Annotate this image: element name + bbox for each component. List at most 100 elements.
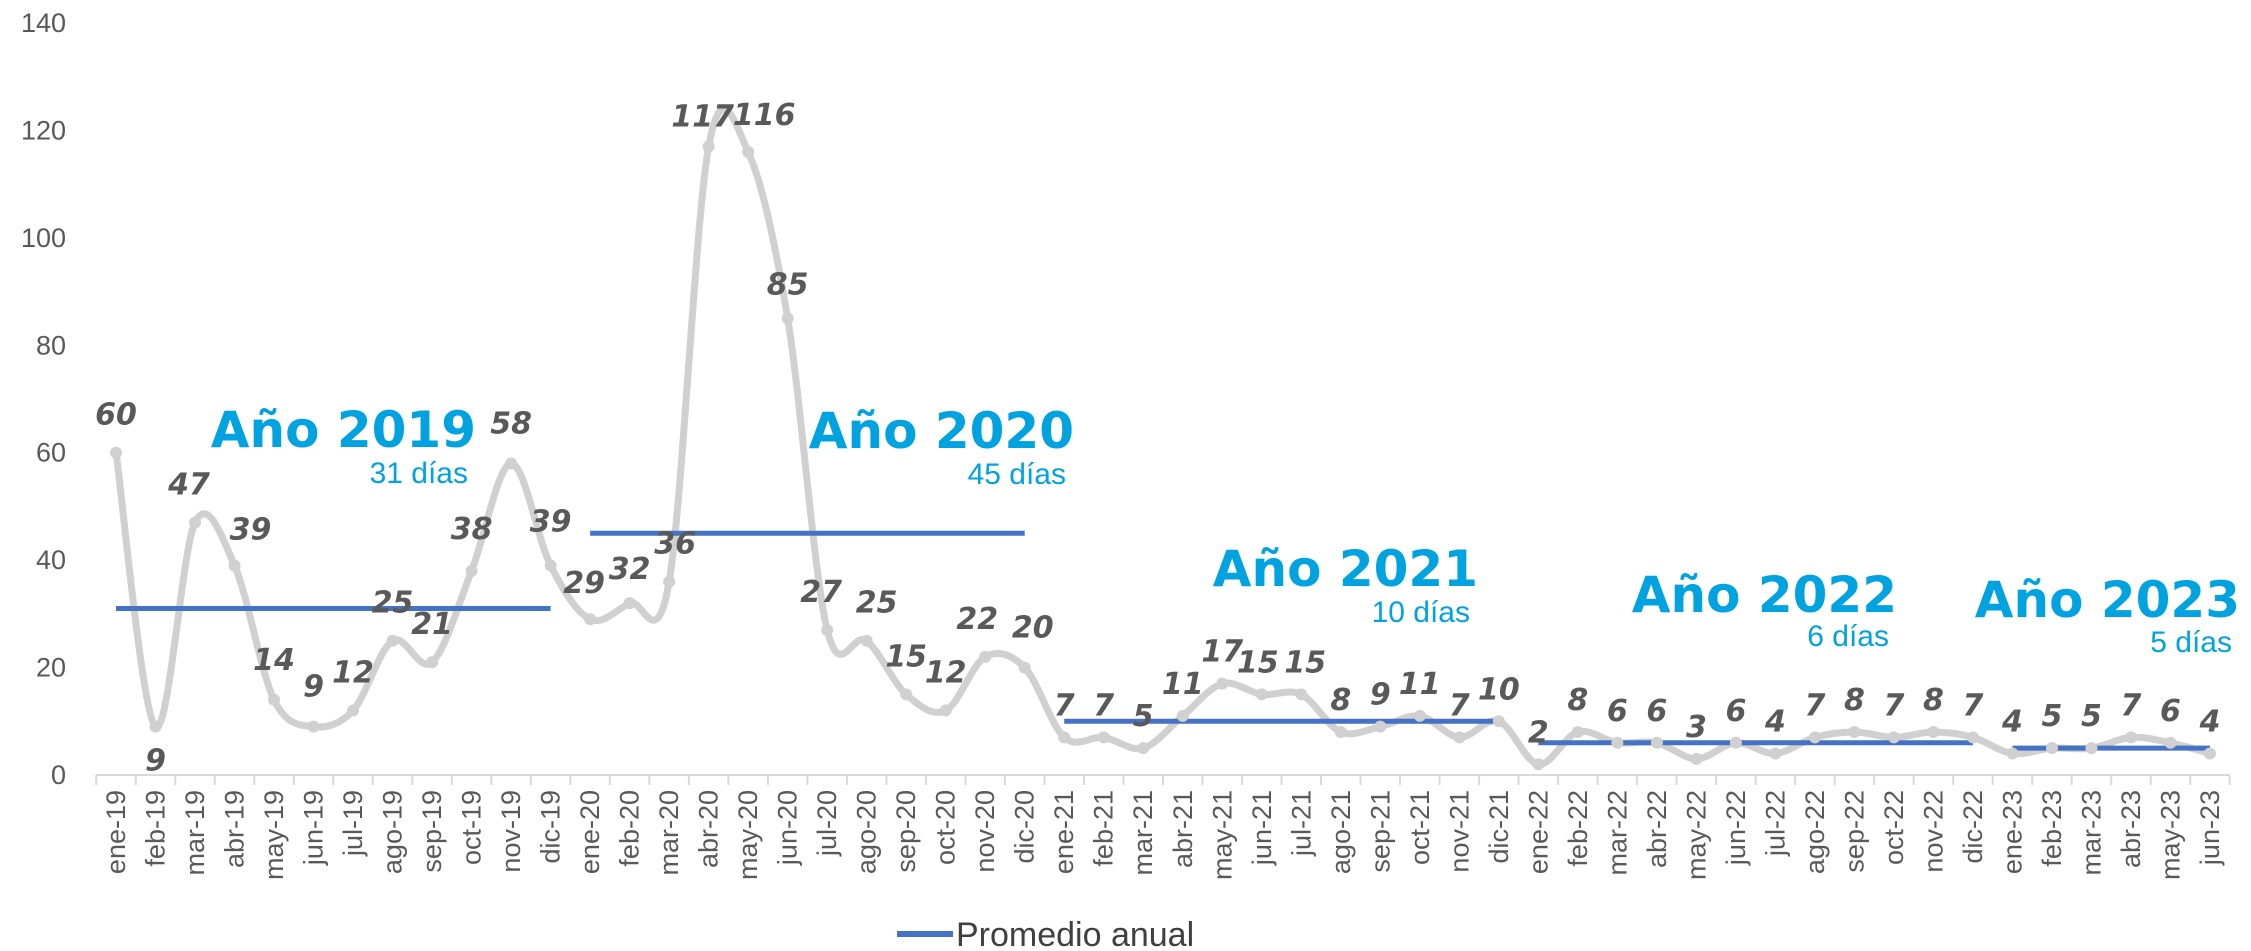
data-label: 12 <box>925 656 967 691</box>
data-point <box>1374 720 1387 733</box>
data-points <box>110 140 2216 771</box>
data-label: 7 <box>1449 688 1470 723</box>
year-annotation-title: Año 2019 <box>211 401 476 459</box>
x-tick-label: ene-23 <box>1997 790 2027 874</box>
x-tick-label: mar-21 <box>1128 790 1158 876</box>
data-label: 22 <box>956 602 998 637</box>
x-tick-label: mar-19 <box>180 790 210 876</box>
data-label: 4 <box>2001 705 2023 740</box>
x-tick-label: dic-22 <box>1958 790 1988 864</box>
data-point <box>2164 736 2177 749</box>
x-tick-label: ago-21 <box>1326 790 1356 874</box>
x-tick-label: jun-23 <box>2195 790 2225 866</box>
data-point <box>1848 726 1861 739</box>
y-axis: 0 20 40 60 80 100 120 140 <box>21 8 66 790</box>
year-annotation-subtitle: 6 días <box>1807 620 1889 653</box>
x-tick-label: ene-20 <box>575 790 605 874</box>
x-tick-label: ene-19 <box>101 790 131 874</box>
data-label: 60 <box>95 398 137 433</box>
data-point <box>821 623 834 636</box>
x-tick-label: may-23 <box>2155 790 2185 880</box>
data-label: 6 <box>1607 694 1628 729</box>
x-tick-label: sep-20 <box>891 790 921 873</box>
annual-average-series <box>116 530 2210 751</box>
data-label: 116 <box>733 98 796 133</box>
data-point <box>1255 688 1268 701</box>
x-tick-label: abr-21 <box>1168 790 1198 868</box>
x-tick-label: mar-20 <box>654 790 684 876</box>
data-point <box>1532 758 1545 771</box>
data-point <box>1887 731 1900 744</box>
data-label: 14 <box>253 643 295 678</box>
data-point <box>1966 731 1979 744</box>
x-tick-label: jun-19 <box>299 790 329 866</box>
data-label: 6 <box>2160 694 2181 729</box>
x-tick-label: may-22 <box>1681 790 1711 880</box>
y-tick-label: 60 <box>36 438 66 468</box>
year-annotation-subtitle: 45 días <box>968 458 1066 491</box>
data-point <box>781 312 794 325</box>
data-label: 12 <box>332 656 374 691</box>
data-point <box>1611 736 1624 749</box>
data-point <box>1690 752 1703 765</box>
data-label: 7 <box>1093 688 1114 723</box>
year-annotation-subtitle: 5 días <box>2150 626 2232 659</box>
data-label: 21 <box>411 607 453 642</box>
data-label: 6 <box>1725 694 1746 729</box>
data-label: 15 <box>1237 645 1279 680</box>
data-point <box>505 457 518 470</box>
data-label: 7 <box>1804 688 1825 723</box>
x-tick-label: feb-22 <box>1563 790 1593 867</box>
x-tick-label: nov-21 <box>1444 790 1474 873</box>
year-annotation-title: Año 2021 <box>1213 540 1478 598</box>
data-label: 29 <box>563 566 605 601</box>
data-point <box>979 650 992 663</box>
data-point <box>1729 736 1742 749</box>
data-label: 58 <box>490 406 532 441</box>
data-label: 117 <box>671 100 734 135</box>
x-tick-label: dic-21 <box>1484 790 1514 864</box>
data-point <box>228 559 241 572</box>
data-point <box>1769 747 1782 760</box>
data-label: 10 <box>1478 672 1520 707</box>
x-tick-label: oct-21 <box>1405 790 1435 865</box>
data-label: 4 <box>2199 705 2221 740</box>
data-point <box>1492 715 1505 728</box>
data-label: 8 <box>1844 683 1865 718</box>
x-tick-label: mar-22 <box>1602 790 1632 876</box>
data-label: 8 <box>1567 683 1588 718</box>
x-tick-label: jul-22 <box>1760 790 1790 857</box>
data-label: 3 <box>1686 710 1707 745</box>
x-tick-label: sep-22 <box>1839 790 1869 873</box>
x-tick-label: jul-19 <box>338 790 368 857</box>
data-label: 27 <box>800 575 842 610</box>
y-tick-label: 100 <box>21 223 66 253</box>
x-tick-label: jul-20 <box>812 790 842 857</box>
data-label: 8 <box>1330 683 1351 718</box>
x-tick-label: nov-19 <box>496 790 526 873</box>
x-tick-label: jun-22 <box>1721 790 1751 866</box>
legend: Promedio anual <box>897 916 1194 951</box>
data-point <box>860 634 873 647</box>
data-label: 36 <box>654 527 696 562</box>
data-point <box>465 564 478 577</box>
x-tick-label: abr-19 <box>220 790 250 868</box>
data-point <box>2204 747 2216 760</box>
y-tick-label: 120 <box>21 115 66 145</box>
data-point <box>663 575 676 588</box>
year-annotation-subtitle: 31 días <box>370 457 468 490</box>
data-label: 4 <box>1764 705 1786 740</box>
data-point <box>2045 742 2058 755</box>
x-tick-label: jun-21 <box>1247 790 1277 866</box>
x-tick-label: feb-19 <box>141 790 171 867</box>
x-tick-label: may-20 <box>733 790 763 880</box>
data-point <box>584 613 597 626</box>
x-tick-label: oct-19 <box>457 790 487 865</box>
year-annotation-title: Año 2022 <box>1632 566 1897 624</box>
data-point <box>1216 677 1229 690</box>
data-label: 9 <box>145 744 166 779</box>
year-annotation-title: Año 2023 <box>1975 571 2240 629</box>
x-tick-label: ene-22 <box>1523 790 1553 874</box>
